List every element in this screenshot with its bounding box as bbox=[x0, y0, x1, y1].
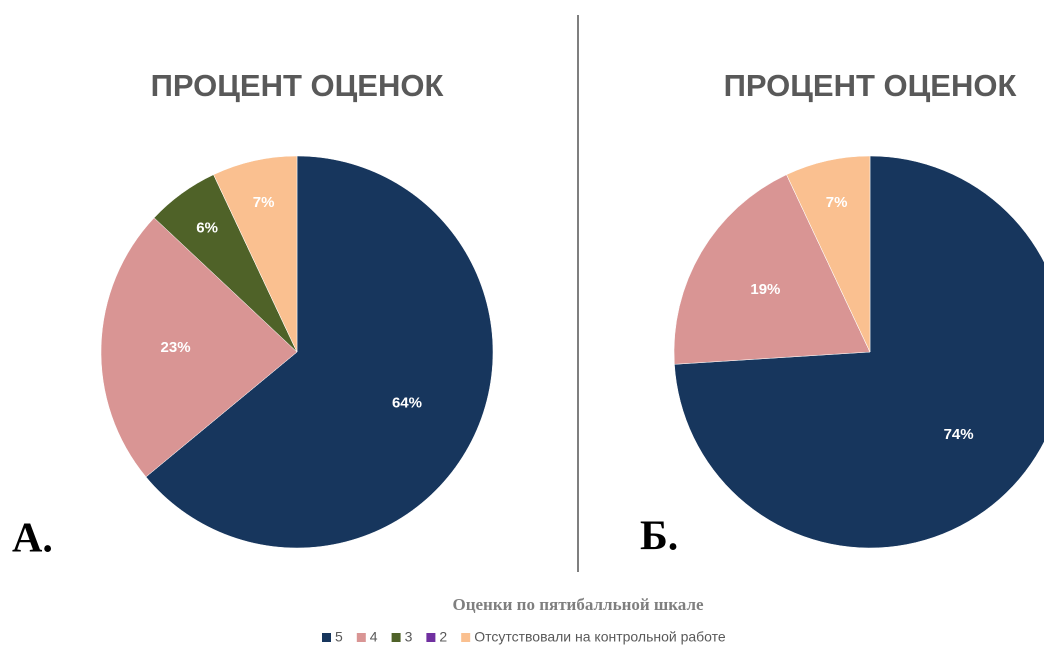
legend-swatch bbox=[322, 633, 331, 642]
chart-title: ПРОЦЕНТ ОЦЕНОК bbox=[151, 68, 444, 103]
legend-item: 5 bbox=[335, 629, 343, 645]
pie-slice bbox=[213, 155, 298, 353]
pie-slice bbox=[674, 155, 1044, 549]
data-label: 19% bbox=[750, 281, 780, 298]
data-label: 7% bbox=[253, 194, 275, 211]
chart-title: ПРОЦЕНТ ОЦЕНОК bbox=[724, 68, 1017, 103]
pie-slice bbox=[786, 155, 871, 353]
legend-item: 2 bbox=[439, 629, 447, 645]
legend-item: 3 bbox=[405, 629, 413, 645]
data-label: 64% bbox=[392, 395, 422, 412]
panel-label: Б. bbox=[640, 514, 678, 560]
legend-swatch bbox=[356, 633, 366, 642]
data-label: 74% bbox=[944, 426, 974, 443]
data-label: 23% bbox=[161, 339, 191, 356]
pie-slice bbox=[145, 155, 494, 549]
data-label: 7% bbox=[826, 194, 848, 211]
pie-slice bbox=[673, 174, 871, 365]
data-label: 6% bbox=[196, 219, 218, 236]
pie-slice bbox=[100, 217, 298, 478]
legend-swatch bbox=[391, 633, 401, 642]
legend-item: 4 bbox=[370, 629, 378, 645]
panel-label: А. bbox=[12, 516, 53, 562]
legend-item: Отсутствовали на контрольной работе bbox=[474, 629, 726, 645]
legend-swatch bbox=[461, 633, 471, 642]
legend-title: Оценки по пятибалльной шкале bbox=[452, 595, 704, 614]
legend-swatch bbox=[426, 633, 436, 642]
